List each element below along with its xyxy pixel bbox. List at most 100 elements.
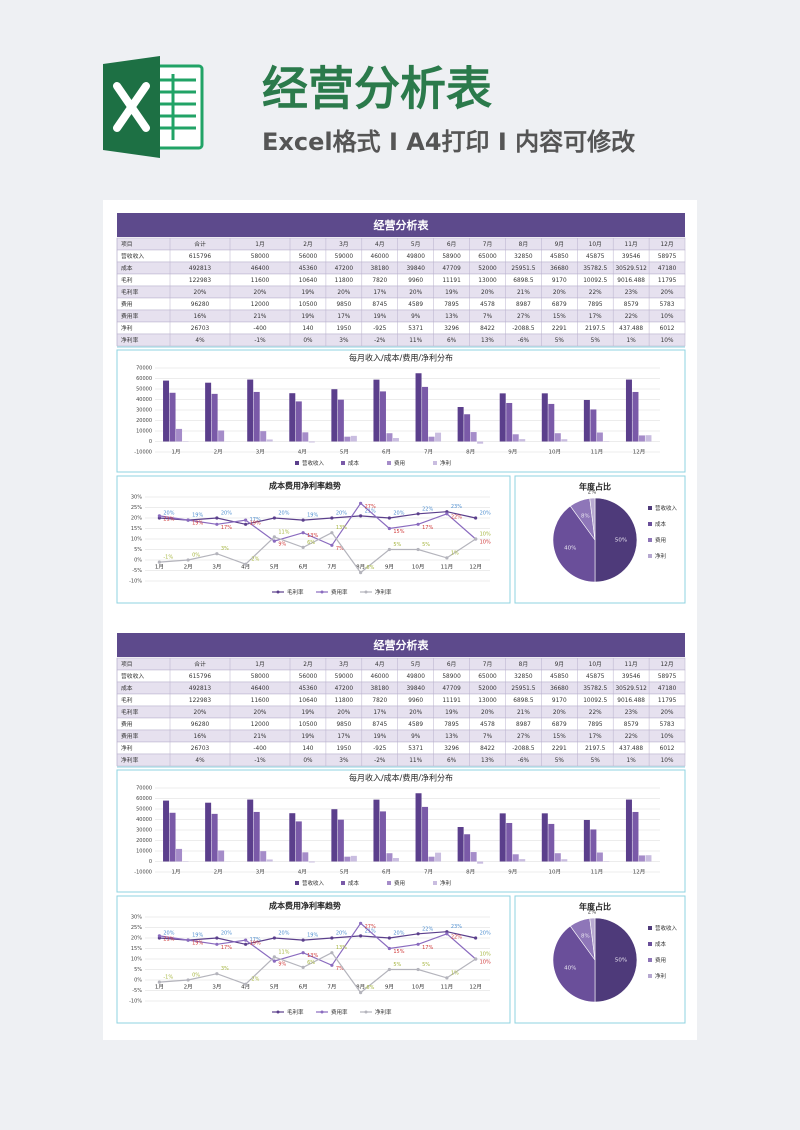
bar xyxy=(176,848,183,862)
y-tick-label: 0% xyxy=(134,978,142,984)
x-tick-label: 4月 xyxy=(298,449,307,456)
data-label: 0% xyxy=(192,973,200,979)
table-cell: 65000 xyxy=(478,254,497,260)
table-cell: 58975 xyxy=(658,674,677,680)
x-tick-label: 2月 xyxy=(214,449,223,456)
table-cell: 8月 xyxy=(519,241,529,248)
table-cell: 20% xyxy=(553,290,566,296)
bar xyxy=(169,812,176,862)
table-cell: 项目 xyxy=(121,241,133,248)
table-cell: 10092.5 xyxy=(583,278,607,284)
table-cell: 17% xyxy=(337,734,350,740)
bar xyxy=(519,439,526,442)
table-cell: 10500 xyxy=(299,722,318,728)
bar xyxy=(266,859,273,862)
table-cell: 5371 xyxy=(408,326,423,332)
table-cell: 17% xyxy=(373,290,386,296)
data-label: -2% xyxy=(250,977,260,983)
table-cell: 3% xyxy=(339,338,349,344)
table-cell: 46400 xyxy=(251,266,270,272)
bar xyxy=(519,859,526,862)
table-cell: 17% xyxy=(373,710,386,716)
table-cell: 32850 xyxy=(514,674,533,680)
table-cell: 10月 xyxy=(589,241,602,248)
x-tick-label: 10月 xyxy=(412,564,425,571)
table-cell: 3% xyxy=(339,758,349,764)
point xyxy=(416,932,420,936)
legend-marker xyxy=(276,590,280,594)
y-tick-label: 0% xyxy=(134,558,142,564)
table-cell: -6% xyxy=(518,758,530,764)
bar xyxy=(163,380,170,442)
y-tick-label: 15% xyxy=(131,946,142,952)
table-cell: 10092.5 xyxy=(583,698,607,704)
table-cell: -1% xyxy=(254,338,266,344)
bar xyxy=(541,813,548,862)
table-cell: 合计 xyxy=(194,660,206,668)
bar xyxy=(169,392,176,442)
data-label: 9% xyxy=(278,542,286,548)
table-cell: 11% xyxy=(409,758,422,764)
chart-panel xyxy=(116,349,686,473)
x-tick-label: 10月 xyxy=(549,869,562,876)
table-cell: 4% xyxy=(195,758,205,764)
table-cell: 毛利率 xyxy=(121,708,139,716)
x-tick-label: 8月 xyxy=(356,984,365,991)
table-cell: 6月 xyxy=(447,241,457,248)
x-tick-label: 4月 xyxy=(241,984,250,991)
bar xyxy=(590,829,597,862)
bar xyxy=(350,855,357,862)
table-cell: 4578 xyxy=(480,722,495,728)
legend-marker xyxy=(320,590,324,594)
table-cell: 9% xyxy=(411,734,421,740)
point xyxy=(272,959,276,963)
table-cell: 6879 xyxy=(552,722,567,728)
table-cell: 8987 xyxy=(516,302,531,308)
x-tick-label: 12月 xyxy=(633,449,646,456)
point xyxy=(244,522,248,526)
bar xyxy=(373,379,380,442)
table-cell: 3月 xyxy=(339,241,349,248)
bar xyxy=(583,819,590,862)
table-cell: 10% xyxy=(661,758,674,764)
table-cell: 4月 xyxy=(375,661,385,668)
table-cell: 11795 xyxy=(658,698,677,704)
bar xyxy=(379,811,386,862)
data-label: 20% xyxy=(336,931,347,937)
legend-swatch xyxy=(648,554,652,558)
line xyxy=(159,531,476,574)
table-cell: 46400 xyxy=(251,686,270,692)
table-cell: 19% xyxy=(373,734,386,740)
table-cell: 45875 xyxy=(586,674,605,680)
table-cell: 8745 xyxy=(372,302,387,308)
data-label: 0% xyxy=(192,553,200,559)
bar xyxy=(464,834,471,862)
bar xyxy=(308,861,315,863)
x-tick-label: 8月 xyxy=(466,449,475,456)
table-cell: -2% xyxy=(374,758,386,764)
table-cell: 5% xyxy=(591,758,601,764)
table-cell: 5783 xyxy=(660,722,675,728)
bar xyxy=(302,852,309,862)
point xyxy=(272,535,276,539)
point xyxy=(416,547,420,552)
y-tick-label: 50000 xyxy=(136,387,152,393)
pie-slice xyxy=(589,497,596,541)
table-cell: 39840 xyxy=(406,686,425,692)
y-tick-label: 25% xyxy=(131,925,142,931)
legend-marker xyxy=(276,1010,280,1014)
data-label: 19% xyxy=(192,941,203,947)
bar xyxy=(596,852,603,862)
table-cell: 12000 xyxy=(251,302,270,308)
table-cell: 6月 xyxy=(447,661,457,668)
point xyxy=(301,938,305,942)
y-tick-label: 50000 xyxy=(136,807,152,813)
chart-title: 每月收入/成本/费用/净利分布 xyxy=(349,773,453,783)
table-cell: 10640 xyxy=(299,278,318,284)
table-cell: 20% xyxy=(194,710,207,716)
table-cell: 39546 xyxy=(622,254,641,260)
bar xyxy=(205,802,212,862)
table-cell: 费用 xyxy=(121,300,133,308)
table-cell: 3296 xyxy=(444,326,459,332)
bar xyxy=(331,809,338,862)
